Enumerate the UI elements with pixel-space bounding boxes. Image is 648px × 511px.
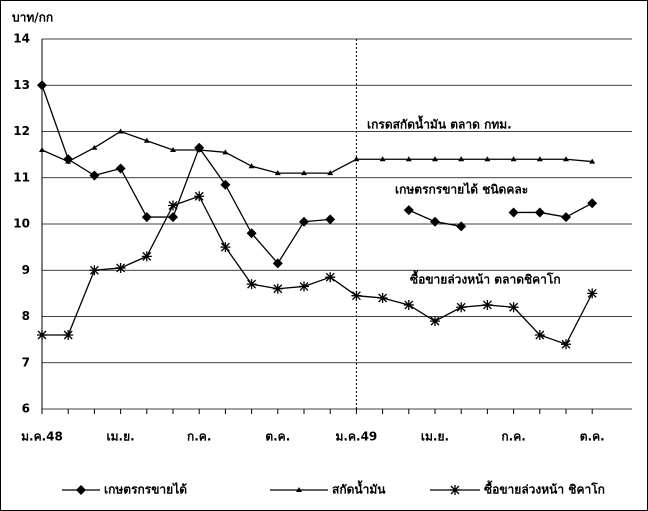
marker [117, 128, 124, 134]
marker [141, 212, 152, 223]
y-tick-label: 14 [13, 32, 30, 46]
marker [301, 170, 307, 176]
marker [274, 170, 281, 176]
x-tick-label: ต.ค. [580, 430, 605, 444]
marker [403, 205, 414, 216]
marker [325, 214, 336, 225]
marker [430, 216, 440, 227]
marker [246, 279, 257, 290]
marker [222, 149, 229, 155]
marker [299, 216, 309, 227]
x-tick-label: ม.ค.49 [336, 430, 378, 444]
marker [482, 299, 493, 310]
marker [405, 156, 412, 162]
marker [37, 330, 47, 340]
marker [168, 200, 178, 211]
marker [534, 207, 545, 218]
marker [508, 302, 519, 313]
legend-label: สกัดน้ำมัน [332, 480, 386, 497]
marker [450, 485, 460, 495]
marker [220, 179, 231, 190]
marker [115, 262, 126, 273]
annotation: เกษตรกรขายได้ ชนิดคละ [395, 182, 528, 197]
legend-label: ซื้อขายล่วงหน้า ชิคาโก [484, 480, 605, 497]
marker [403, 299, 414, 310]
marker [327, 170, 334, 176]
marker [248, 163, 255, 169]
marker [296, 487, 302, 492]
marker [63, 330, 74, 340]
annotation: เกรดสกัดน้ำมัน ตลาด กทม. [367, 115, 512, 132]
marker [194, 191, 205, 202]
marker [272, 283, 283, 294]
y-axis-label: บาท/กก [12, 11, 53, 25]
marker [299, 281, 309, 292]
marker [379, 156, 386, 162]
series-line [41, 85, 331, 265]
series-line [513, 202, 593, 218]
marker [432, 156, 438, 162]
marker [76, 485, 86, 495]
x-tick-label: ต.ค. [265, 430, 290, 444]
marker [508, 207, 519, 218]
marker [587, 198, 598, 209]
marker [65, 158, 72, 164]
marker [143, 137, 150, 143]
y-tick-label: 7 [22, 355, 30, 369]
marker [37, 80, 47, 91]
marker [458, 156, 465, 162]
y-tick-label: 9 [22, 263, 30, 277]
y-tick-label: 13 [13, 78, 30, 92]
marker [377, 293, 388, 303]
marker [325, 272, 336, 283]
marker [196, 147, 203, 152]
marker [89, 265, 100, 276]
marker [587, 288, 598, 299]
marker [430, 316, 440, 327]
marker [141, 251, 152, 262]
marker [510, 156, 517, 162]
y-tick-label: 11 [13, 170, 30, 184]
marker [456, 302, 467, 313]
x-tick-label: ก.ค. [501, 430, 525, 444]
marker [39, 147, 45, 152]
marker [589, 158, 596, 164]
marker [91, 144, 98, 150]
marker [561, 212, 571, 223]
x-tick-label: เม.ย. [107, 430, 135, 444]
marker [536, 156, 543, 162]
x-tick-label: เม.ย. [421, 430, 449, 444]
x-tick-label: ม.ค.48 [21, 430, 63, 444]
marker [351, 290, 362, 301]
marker [561, 339, 571, 350]
series-line [41, 130, 593, 174]
y-tick-label: 12 [13, 124, 30, 138]
marker [484, 156, 491, 162]
marker [246, 228, 257, 239]
annotation: ซื้อขายล่วงหน้า ตลาดชิคาโก [410, 270, 561, 287]
marker [456, 221, 467, 232]
marker [220, 242, 231, 253]
legend-label: เกษตรกรขายได้ [104, 482, 187, 497]
x-tick-label: ก.ค. [187, 430, 211, 444]
marker [563, 156, 569, 162]
marker [170, 147, 176, 152]
y-tick-label: 6 [22, 402, 30, 416]
marker [89, 170, 100, 181]
marker [168, 212, 178, 223]
series-line [42, 195, 593, 346]
marker [272, 258, 283, 269]
y-tick-label: 8 [22, 309, 30, 323]
marker [115, 163, 126, 174]
marker [353, 156, 360, 162]
y-tick-label: 10 [13, 217, 30, 231]
marker [534, 330, 545, 340]
